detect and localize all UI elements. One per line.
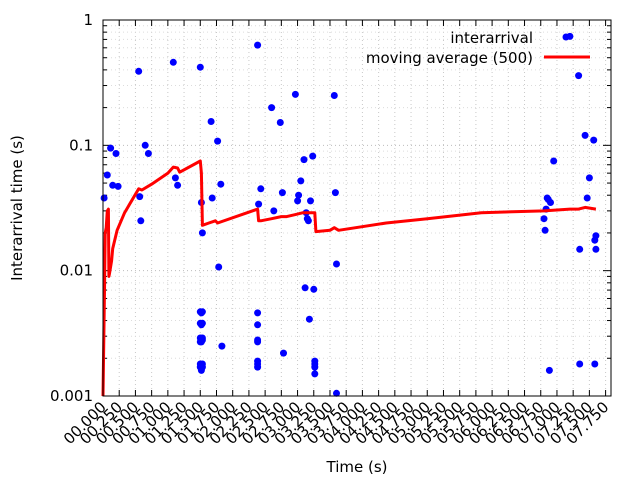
x-axis-title: Time (s) bbox=[326, 458, 388, 476]
plot-frame bbox=[102, 19, 612, 397]
legend-marker-interarrival bbox=[562, 33, 570, 41]
interarrival-point bbox=[331, 189, 339, 197]
interarrival-point bbox=[135, 67, 143, 75]
y-axis-title: Interarrival time (s) bbox=[8, 135, 26, 281]
interarrival-point bbox=[103, 171, 111, 179]
interarrival-point bbox=[268, 104, 276, 112]
interarrival-point bbox=[217, 180, 225, 188]
interarrival-point bbox=[294, 197, 302, 205]
interarrival-point bbox=[310, 285, 318, 293]
interarrival-point bbox=[254, 321, 262, 329]
y-tick-label: 1 bbox=[83, 11, 93, 29]
y-tick-label: 0.001 bbox=[50, 387, 93, 405]
interarrival-point bbox=[550, 157, 558, 165]
interarrival-point bbox=[114, 182, 122, 190]
interarrival-point bbox=[547, 199, 554, 206]
interarrival-point bbox=[330, 92, 338, 99]
moving-average-line bbox=[101, 159, 597, 397]
y-tick-label: 0.01 bbox=[60, 262, 93, 280]
interarrival-point bbox=[541, 226, 549, 234]
interarrival-point bbox=[254, 338, 262, 346]
interarrival-point bbox=[112, 150, 120, 157]
interarrival-point bbox=[276, 119, 284, 126]
interarrival-point bbox=[592, 245, 600, 253]
interarrival-point bbox=[169, 58, 177, 66]
interarrival-point bbox=[254, 41, 262, 49]
interarrival-point bbox=[136, 193, 144, 201]
interarrival-point bbox=[255, 200, 263, 208]
interarrival-point bbox=[207, 118, 215, 125]
interarrival-point bbox=[307, 197, 314, 205]
interarrival-point bbox=[583, 194, 591, 202]
interarrival-point bbox=[198, 363, 206, 371]
interarrival-point bbox=[300, 156, 308, 164]
interarrival-point bbox=[218, 342, 226, 350]
interarrival-point bbox=[257, 185, 265, 193]
interarrival-point bbox=[585, 174, 593, 182]
interarrival-point bbox=[278, 189, 286, 197]
interarrival-point bbox=[592, 232, 600, 240]
interarrival-point bbox=[196, 63, 204, 71]
interarrival-point bbox=[295, 191, 303, 199]
interarrival-point bbox=[144, 150, 152, 157]
interarrival-point bbox=[591, 360, 599, 368]
interarrival-point bbox=[174, 181, 182, 189]
interarrival-point bbox=[270, 207, 278, 215]
interarrival-point bbox=[590, 136, 598, 144]
interarrival-point bbox=[198, 319, 206, 327]
interarrival-point bbox=[575, 72, 583, 80]
interarrival-point bbox=[280, 349, 287, 357]
interarrival-point bbox=[540, 215, 548, 223]
interarrival-point bbox=[576, 245, 584, 253]
y-tick-label: 0.1 bbox=[69, 136, 93, 154]
interarrival-point bbox=[301, 284, 309, 292]
interarrival-point bbox=[291, 90, 299, 98]
legend-label-interarrival: interarrival bbox=[450, 29, 533, 47]
interarrival-point bbox=[581, 131, 589, 139]
interarrival-point bbox=[215, 263, 223, 271]
interarrival-point bbox=[576, 360, 584, 368]
interarrival-point bbox=[309, 152, 317, 160]
interarrival-point bbox=[198, 229, 206, 237]
interarrival-point bbox=[333, 389, 340, 397]
interarrival-point bbox=[100, 194, 108, 202]
x-tick-labels: 00.00000.25000.50000.75001.00001.25001.5… bbox=[60, 398, 612, 448]
interarrival-point bbox=[107, 144, 115, 152]
interarrival-point bbox=[311, 363, 319, 371]
legend: interarrival moving average (500) bbox=[366, 29, 590, 67]
interarrival-point bbox=[305, 315, 313, 323]
interarrival-point bbox=[109, 181, 117, 189]
interarrival-point bbox=[311, 370, 319, 378]
interarrival-point bbox=[254, 363, 262, 371]
interarrival-point bbox=[141, 141, 149, 149]
y-tick-labels: 1 0.1 0.01 0.001 bbox=[50, 11, 93, 405]
interarrival-point bbox=[137, 217, 145, 225]
legend-label-moving-average: moving average (500) bbox=[366, 49, 533, 67]
interarrival-point bbox=[297, 177, 305, 185]
interarrival-point bbox=[171, 174, 179, 182]
interarrival-point bbox=[545, 366, 553, 374]
interarrival-point bbox=[208, 194, 216, 202]
interarrival-point bbox=[333, 260, 340, 268]
interarrival-point bbox=[304, 217, 312, 225]
interarrival-point bbox=[214, 137, 222, 145]
plot-area bbox=[100, 32, 600, 397]
interarrival-point bbox=[198, 336, 206, 344]
interarrival-point bbox=[254, 309, 262, 317]
interarrival-point bbox=[198, 308, 206, 316]
